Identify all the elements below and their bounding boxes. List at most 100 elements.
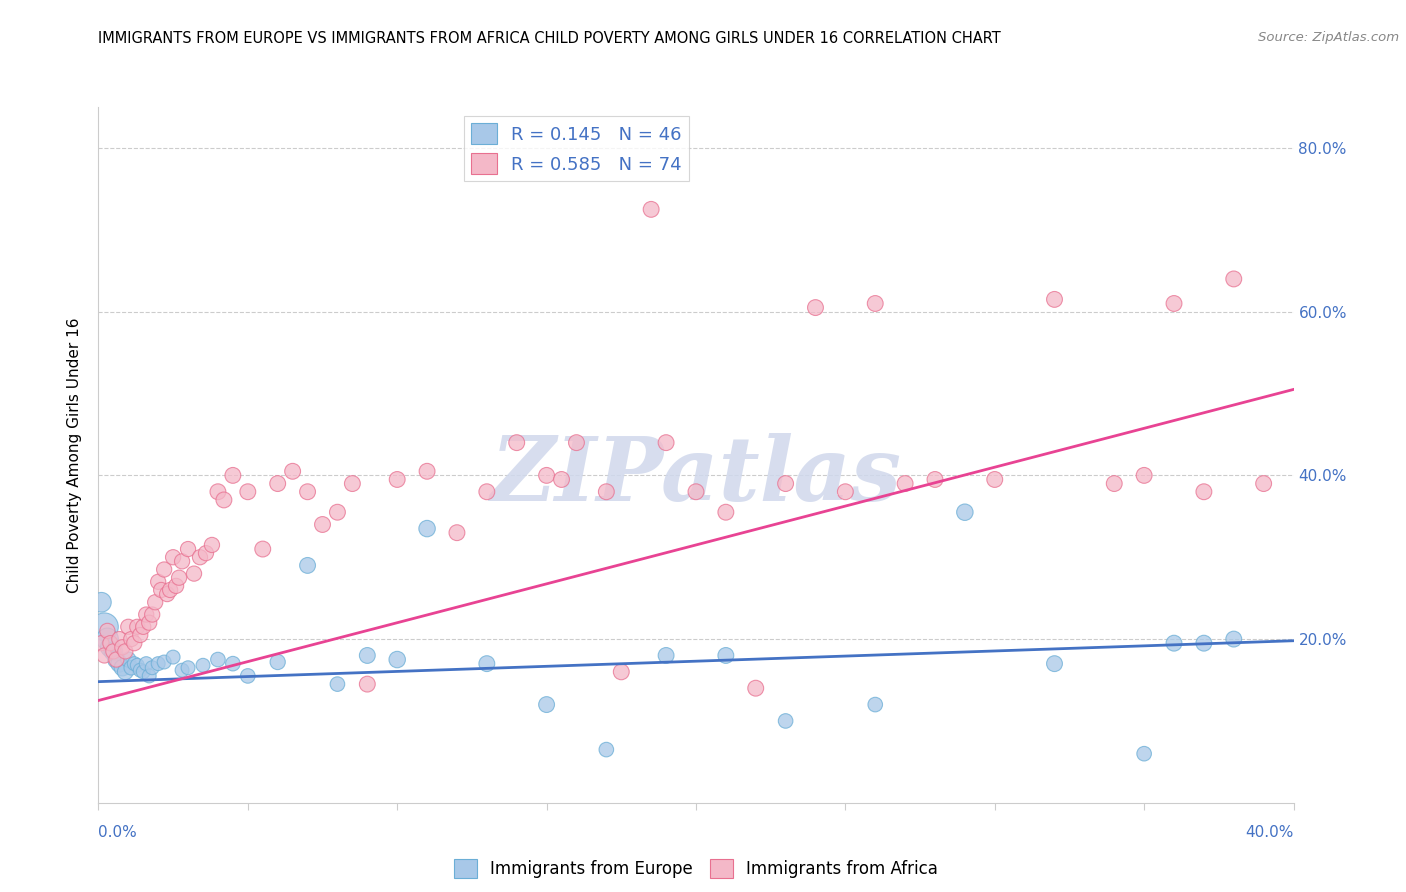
- Point: [159, 582, 181, 597]
- Text: IMMIGRANTS FROM EUROPE VS IMMIGRANTS FROM AFRICA CHILD POVERTY AMONG GIRLS UNDER: IMMIGRANTS FROM EUROPE VS IMMIGRANTS FRO…: [98, 31, 1001, 46]
- Point: [342, 476, 364, 491]
- Point: [446, 525, 468, 540]
- Point: [775, 476, 797, 491]
- Point: [108, 657, 131, 671]
- Point: [188, 550, 211, 565]
- Point: [281, 464, 304, 478]
- Point: [924, 473, 946, 487]
- Point: [120, 661, 142, 675]
- Point: [297, 484, 319, 499]
- Point: [141, 661, 163, 675]
- Point: [655, 648, 678, 663]
- Point: [655, 435, 678, 450]
- Point: [595, 484, 617, 499]
- Point: [1043, 657, 1066, 671]
- Point: [714, 505, 737, 519]
- Point: [267, 655, 290, 669]
- Point: [195, 546, 218, 560]
- Point: [111, 661, 134, 675]
- Point: [124, 657, 146, 671]
- Point: [685, 484, 707, 499]
- Point: [105, 652, 128, 666]
- Point: [141, 607, 163, 622]
- Point: [165, 579, 187, 593]
- Point: [984, 473, 1007, 487]
- Point: [103, 644, 125, 658]
- Point: [536, 468, 558, 483]
- Point: [475, 657, 498, 671]
- Point: [153, 562, 176, 576]
- Point: [326, 677, 349, 691]
- Point: [177, 542, 200, 557]
- Point: [90, 636, 112, 650]
- Point: [132, 665, 155, 679]
- Point: [1223, 272, 1246, 286]
- Legend: Immigrants from Europe, Immigrants from Africa: Immigrants from Europe, Immigrants from …: [447, 853, 945, 885]
- Point: [236, 669, 259, 683]
- Point: [536, 698, 558, 712]
- Point: [953, 505, 976, 519]
- Point: [93, 620, 115, 634]
- Point: [93, 648, 115, 663]
- Point: [775, 714, 797, 728]
- Point: [167, 571, 190, 585]
- Point: [252, 542, 274, 557]
- Point: [311, 517, 333, 532]
- Point: [114, 665, 136, 679]
- Point: [1133, 468, 1156, 483]
- Point: [385, 473, 409, 487]
- Point: [745, 681, 768, 696]
- Point: [804, 301, 827, 315]
- Point: [1223, 632, 1246, 646]
- Point: [148, 574, 170, 589]
- Point: [714, 648, 737, 663]
- Point: [124, 636, 146, 650]
- Point: [114, 644, 136, 658]
- Point: [326, 505, 349, 519]
- Point: [610, 665, 633, 679]
- Point: [1163, 296, 1185, 310]
- Point: [120, 632, 142, 646]
- Point: [132, 620, 155, 634]
- Point: [416, 464, 439, 478]
- Point: [117, 620, 139, 634]
- Point: [135, 657, 157, 671]
- Point: [1163, 636, 1185, 650]
- Point: [1104, 476, 1126, 491]
- Point: [1192, 484, 1215, 499]
- Point: [183, 566, 205, 581]
- Point: [100, 636, 122, 650]
- Point: [222, 657, 245, 671]
- Point: [201, 538, 224, 552]
- Point: [105, 652, 128, 666]
- Point: [156, 587, 179, 601]
- Point: [550, 473, 572, 487]
- Point: [143, 595, 166, 609]
- Point: [153, 655, 176, 669]
- Point: [162, 550, 184, 565]
- Point: [222, 468, 245, 483]
- Point: [96, 632, 118, 646]
- Text: 40.0%: 40.0%: [1246, 825, 1294, 839]
- Point: [1192, 636, 1215, 650]
- Point: [236, 484, 259, 499]
- Point: [127, 620, 149, 634]
- Point: [138, 615, 160, 630]
- Point: [894, 476, 917, 491]
- Point: [172, 554, 194, 568]
- Point: [148, 657, 170, 671]
- Point: [1253, 476, 1275, 491]
- Text: 0.0%: 0.0%: [98, 825, 138, 839]
- Point: [416, 522, 439, 536]
- Point: [640, 202, 662, 217]
- Point: [267, 476, 290, 491]
- Point: [111, 640, 134, 655]
- Point: [172, 663, 194, 677]
- Point: [356, 648, 378, 663]
- Point: [865, 698, 887, 712]
- Point: [595, 742, 617, 756]
- Text: ZIPatlas: ZIPatlas: [491, 433, 901, 519]
- Point: [127, 658, 149, 673]
- Point: [108, 632, 131, 646]
- Point: [129, 628, 152, 642]
